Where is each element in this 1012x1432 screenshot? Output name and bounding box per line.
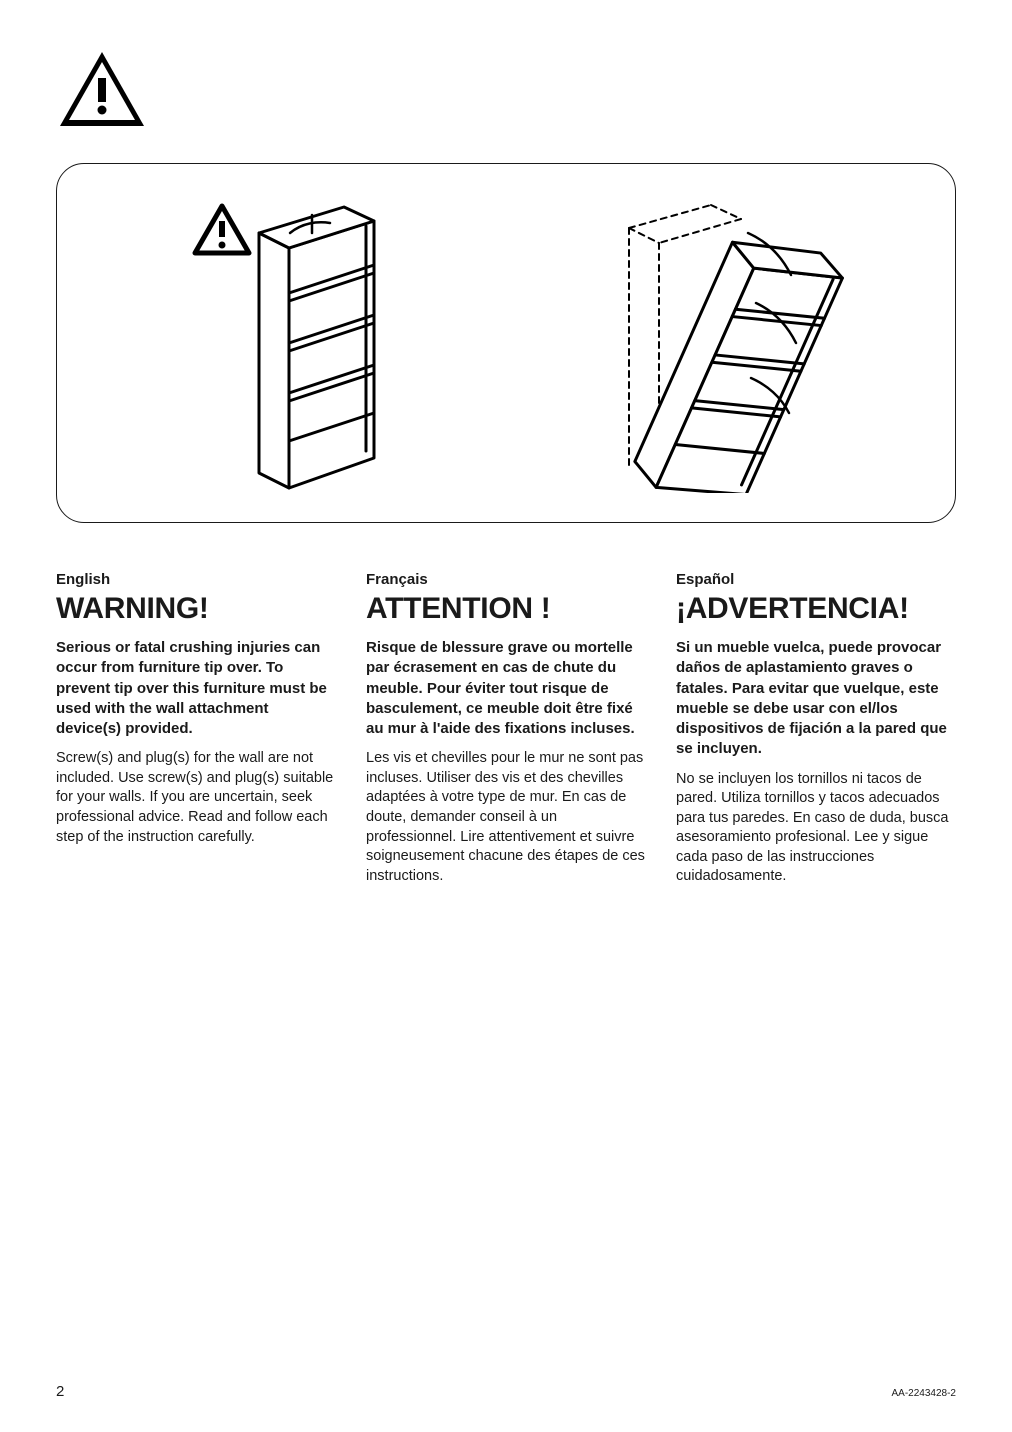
lang-label-english: English xyxy=(56,571,336,588)
lead-english: Serious or fatal crushing injuries can o… xyxy=(56,638,336,739)
lead-french: Risque de blessure grave ou mortelle par… xyxy=(366,638,646,739)
footer: 2 AA-2243428-2 xyxy=(56,1383,956,1400)
diagram-frame xyxy=(56,163,956,523)
diagram-upright-shelf xyxy=(162,193,422,493)
heading-spanish: ¡ADVERTENCIA! xyxy=(676,592,956,626)
diagram-tipping-shelf xyxy=(551,193,851,493)
column-english: English WARNING! Serious or fatal crushi… xyxy=(56,571,336,887)
column-spanish: Español ¡ADVERTENCIA! Si un mueble vuelc… xyxy=(676,571,956,887)
page: English WARNING! Serious or fatal crushi… xyxy=(0,0,1012,1432)
lang-label-spanish: Español xyxy=(676,571,956,588)
page-number: 2 xyxy=(56,1383,64,1400)
warning-triangle-icon xyxy=(56,48,956,135)
body-spanish: No se incluyen los tornillos ni tacos de… xyxy=(676,770,956,887)
lead-spanish: Si un mueble vuelca, puede provocar daño… xyxy=(676,638,956,760)
column-french: Français ATTENTION ! Risque de blessure … xyxy=(366,571,646,887)
body-english: Screw(s) and plug(s) for the wall are no… xyxy=(56,749,336,847)
heading-english: WARNING! xyxy=(56,592,336,626)
body-french: Les vis et chevilles pour le mur ne sont… xyxy=(366,749,646,886)
language-columns: English WARNING! Serious or fatal crushi… xyxy=(56,571,956,887)
lang-label-french: Français xyxy=(366,571,646,588)
document-code: AA-2243428-2 xyxy=(892,1388,957,1399)
heading-french: ATTENTION ! xyxy=(366,592,646,626)
